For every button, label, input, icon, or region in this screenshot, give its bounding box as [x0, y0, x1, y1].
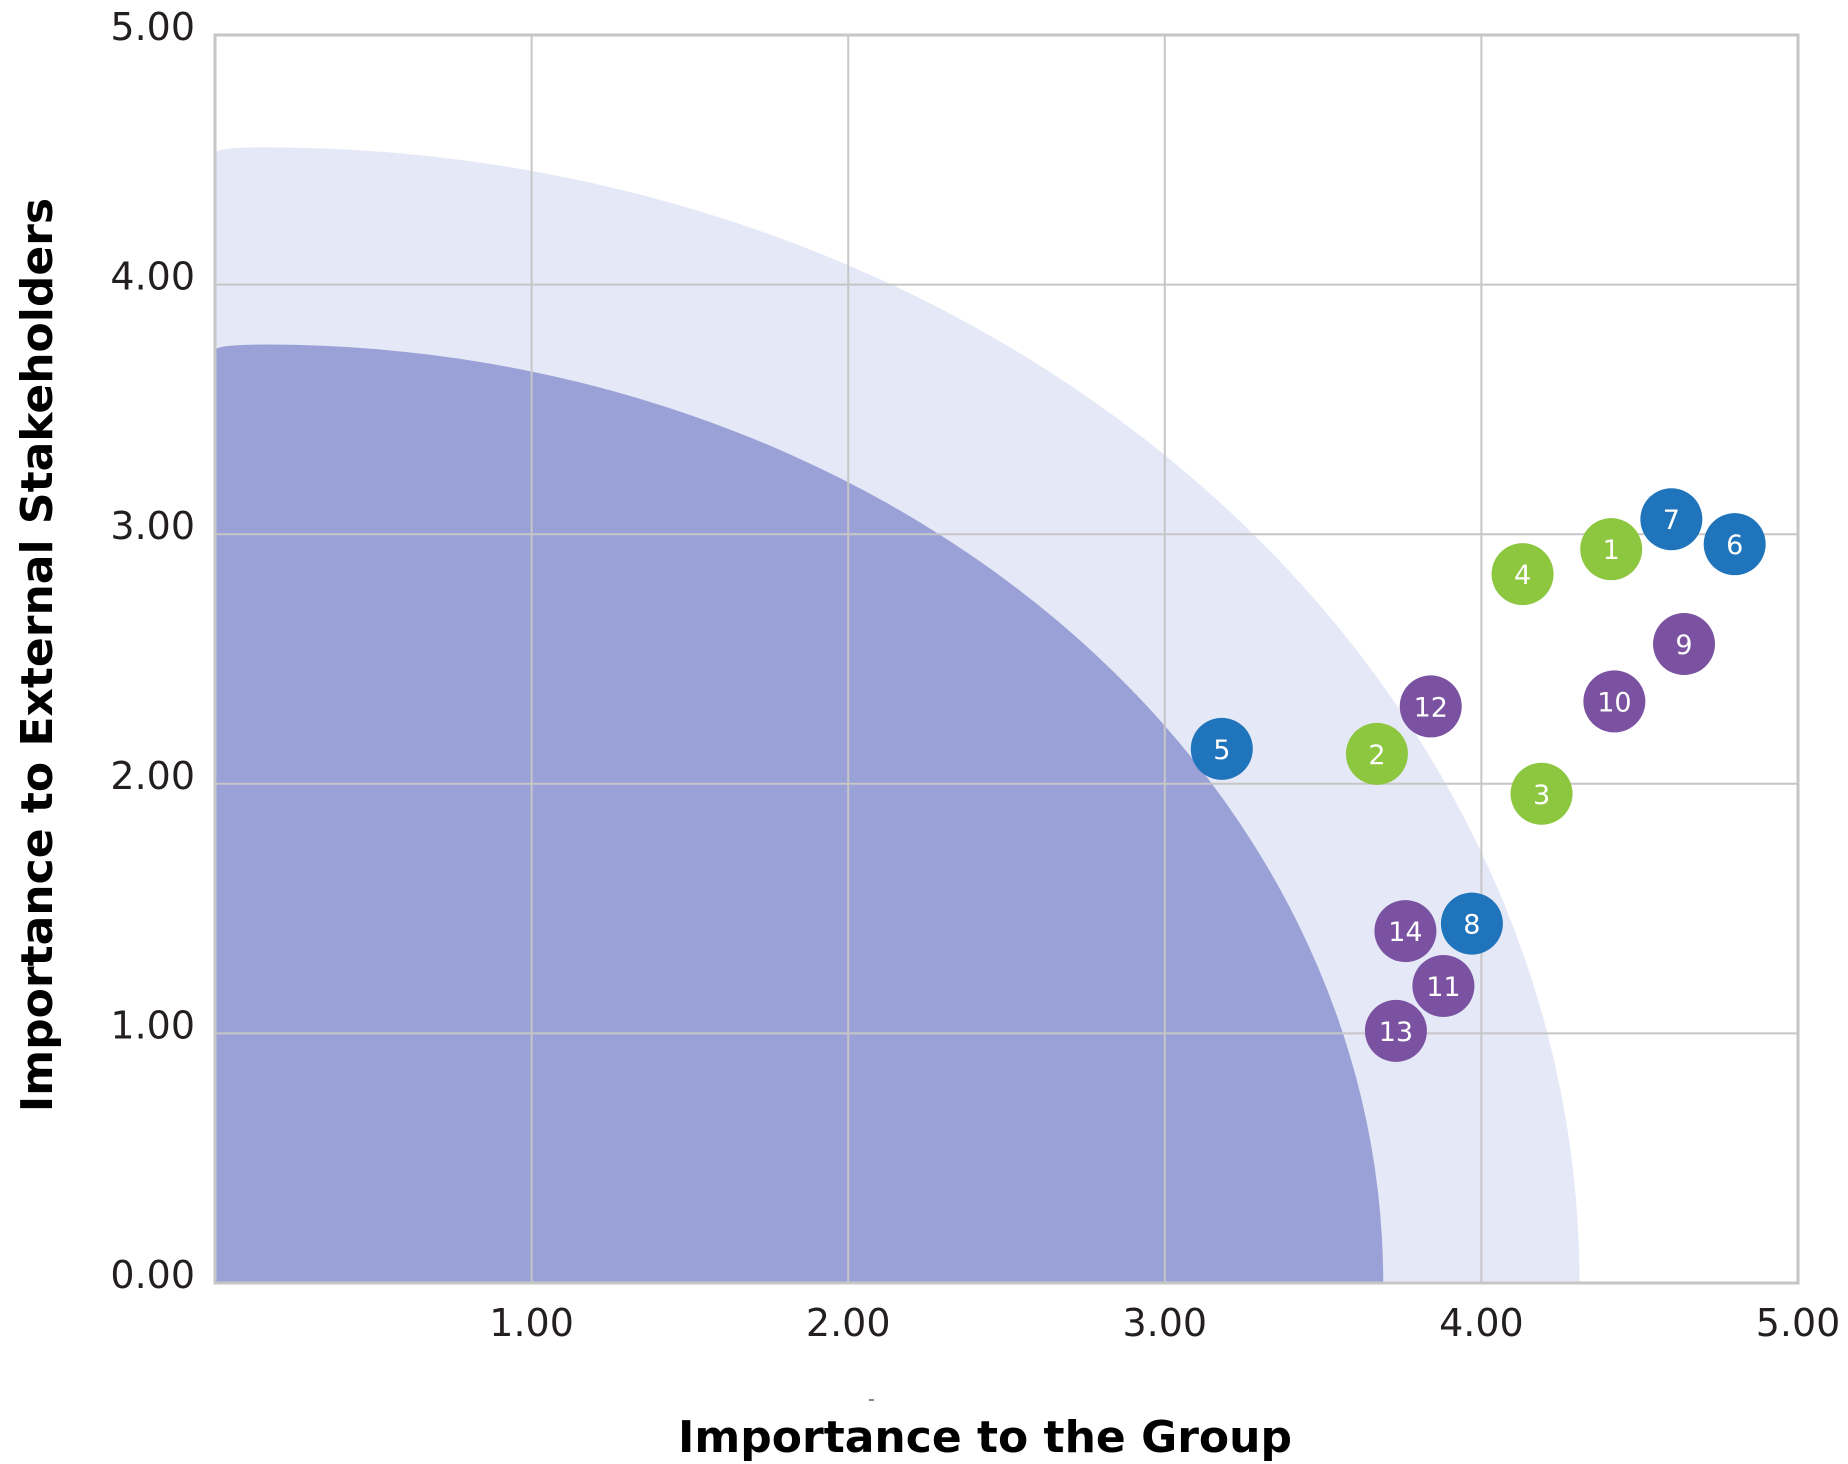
- data-point-8[interactable]: 8: [1440, 892, 1503, 955]
- bubble-label: 10: [1597, 687, 1631, 718]
- x-tick-label: 1.00: [489, 1301, 574, 1345]
- x-axis-title: Importance to the Group: [678, 1412, 1292, 1463]
- bubble-label: 11: [1426, 972, 1460, 1003]
- bubble-marker: [1491, 543, 1554, 606]
- x-tick-label: 3.00: [1122, 1301, 1207, 1345]
- y-tick-label: 1.00: [110, 1003, 195, 1047]
- bubble-marker: [1412, 954, 1475, 1017]
- inner-zone: [215, 344, 1384, 1283]
- bubble-marker: [1510, 762, 1573, 825]
- x-tick-label: 5.00: [1756, 1301, 1841, 1345]
- bubble-marker: [1583, 670, 1646, 733]
- y-tick-label: 3.00: [110, 504, 195, 548]
- bubble-marker: [1703, 513, 1766, 576]
- bubble-marker: [1399, 675, 1462, 738]
- bubble-marker: [1580, 518, 1643, 581]
- data-point-13[interactable]: 13: [1364, 999, 1427, 1062]
- y-tick-label: 5.00: [110, 5, 195, 49]
- data-point-6[interactable]: 6: [1703, 513, 1766, 576]
- bubble-marker: [1364, 999, 1427, 1062]
- bubble-marker: [1374, 900, 1437, 963]
- bubble-label: 7: [1663, 505, 1680, 536]
- bubble-label: 2: [1368, 740, 1385, 771]
- bubble-label: 12: [1414, 692, 1448, 723]
- bubble-label: 8: [1463, 910, 1480, 941]
- data-point-5[interactable]: 5: [1190, 717, 1253, 780]
- x-tick-label: 2.00: [806, 1301, 891, 1345]
- y-axis-title: Importance to External Stakeholders: [12, 198, 63, 1112]
- data-point-12[interactable]: 12: [1399, 675, 1462, 738]
- bubble-marker: [1345, 722, 1408, 785]
- x-tick-label: 4.00: [1439, 1301, 1524, 1345]
- data-point-1[interactable]: 1: [1580, 518, 1643, 581]
- bubble-label: 13: [1379, 1017, 1413, 1048]
- bubble-label: 5: [1213, 735, 1230, 766]
- data-point-2[interactable]: 2: [1345, 722, 1408, 785]
- y-tick-label: 2.00: [110, 754, 195, 798]
- bubble-label: 9: [1675, 630, 1692, 661]
- bubble-label: 14: [1388, 917, 1422, 948]
- data-point-7[interactable]: 7: [1640, 488, 1703, 551]
- bubble-label: 4: [1514, 560, 1531, 591]
- zones: [215, 147, 1580, 1283]
- bubble-label: 1: [1603, 535, 1620, 566]
- stray-dash-mark: [869, 1399, 874, 1401]
- bubble-marker: [1653, 613, 1716, 676]
- y-axis-ticks: 0.00 1.00 2.00 3.00 4.00 5.00: [110, 5, 195, 1297]
- y-tick-label: 0.00: [110, 1253, 195, 1297]
- data-point-9[interactable]: 9: [1653, 613, 1716, 676]
- bubble-label: 3: [1533, 780, 1550, 811]
- bubble-marker: [1190, 717, 1253, 780]
- bubble-marker: [1440, 892, 1503, 955]
- data-point-4[interactable]: 4: [1491, 543, 1554, 606]
- data-point-11[interactable]: 11: [1412, 954, 1475, 1017]
- y-tick-label: 4.00: [110, 255, 195, 299]
- bubble-label: 6: [1726, 530, 1743, 561]
- bubble-marker: [1640, 488, 1703, 551]
- data-point-3[interactable]: 3: [1510, 762, 1573, 825]
- data-point-14[interactable]: 14: [1374, 900, 1437, 963]
- x-axis-ticks: 1.00 2.00 3.00 4.00 5.00: [489, 1301, 1840, 1345]
- data-point-10[interactable]: 10: [1583, 670, 1646, 733]
- plot-border: [213, 33, 1800, 1285]
